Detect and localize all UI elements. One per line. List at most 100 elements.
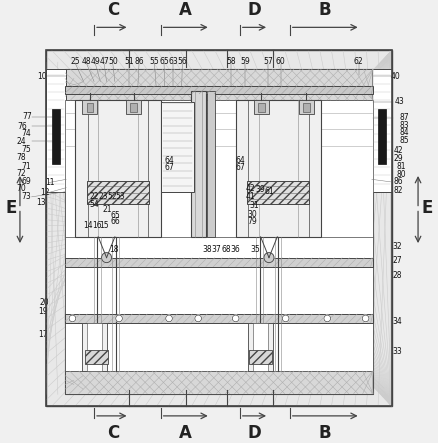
Circle shape: [324, 315, 331, 322]
Text: 81: 81: [397, 162, 406, 171]
Bar: [130, 103, 137, 112]
Bar: [258, 103, 265, 112]
Bar: [87, 103, 93, 112]
Bar: [65, 258, 373, 267]
Bar: [253, 323, 268, 371]
Bar: [52, 109, 60, 163]
Text: 84: 84: [400, 128, 410, 137]
Text: 86: 86: [134, 58, 144, 66]
Text: 42: 42: [246, 184, 255, 193]
Bar: [65, 314, 373, 323]
Text: 35: 35: [250, 245, 260, 254]
Text: 66: 66: [111, 218, 120, 226]
Text: 64: 64: [236, 156, 246, 165]
Bar: [46, 50, 392, 406]
Text: A: A: [179, 1, 192, 19]
Bar: [126, 100, 141, 113]
Text: 85: 85: [400, 136, 410, 145]
Text: 17: 17: [38, 330, 48, 339]
Text: 12: 12: [40, 188, 49, 197]
Text: 40: 40: [391, 72, 400, 81]
Text: 36: 36: [231, 245, 240, 254]
Text: 50: 50: [108, 58, 118, 66]
Text: D: D: [247, 1, 261, 19]
Text: 76: 76: [18, 121, 27, 131]
Text: 32: 32: [392, 242, 402, 251]
Text: 31: 31: [249, 201, 259, 210]
Text: 75: 75: [22, 145, 32, 154]
Circle shape: [69, 315, 76, 322]
Text: 29: 29: [393, 154, 403, 163]
Bar: [191, 91, 206, 237]
Text: 55: 55: [150, 58, 159, 66]
Text: 47: 47: [99, 58, 109, 66]
Text: 39: 39: [256, 185, 265, 194]
Text: 49: 49: [90, 58, 100, 66]
Circle shape: [116, 315, 122, 322]
Text: 67: 67: [165, 163, 175, 172]
Circle shape: [102, 253, 112, 263]
Bar: [87, 182, 148, 204]
Text: 33: 33: [392, 347, 402, 356]
Bar: [303, 103, 310, 112]
Text: 71: 71: [22, 162, 32, 171]
Circle shape: [264, 253, 274, 263]
Text: 38: 38: [202, 245, 212, 254]
Text: 19: 19: [38, 307, 48, 316]
Text: 65: 65: [159, 58, 169, 66]
Text: A: A: [179, 424, 192, 442]
Text: 43: 43: [395, 97, 405, 106]
Bar: [65, 371, 373, 394]
Text: B: B: [319, 424, 332, 442]
Text: 82: 82: [393, 186, 403, 194]
Text: 24: 24: [17, 136, 26, 146]
Text: 20: 20: [39, 298, 49, 307]
Text: 27: 27: [392, 256, 402, 265]
Text: 59: 59: [240, 58, 250, 66]
Bar: [65, 100, 373, 237]
Text: 53: 53: [115, 192, 125, 201]
Text: 68: 68: [222, 245, 231, 254]
Bar: [249, 350, 272, 364]
Text: 21: 21: [102, 205, 112, 214]
Text: 70: 70: [17, 184, 26, 193]
Text: 72: 72: [17, 169, 26, 178]
Bar: [87, 323, 102, 371]
Text: C: C: [107, 424, 119, 442]
Bar: [46, 50, 392, 406]
Text: 61: 61: [264, 187, 274, 195]
Text: 65: 65: [111, 211, 120, 220]
Text: E: E: [5, 199, 17, 218]
Text: 58: 58: [227, 58, 237, 66]
Text: 28: 28: [392, 271, 402, 280]
Bar: [161, 102, 194, 192]
Text: 34: 34: [392, 317, 402, 326]
Text: 18: 18: [110, 245, 119, 254]
Text: 78: 78: [17, 153, 26, 162]
Text: 16: 16: [92, 221, 102, 229]
Bar: [247, 182, 309, 204]
Text: 73: 73: [22, 192, 32, 201]
Text: 15: 15: [99, 221, 109, 229]
Text: 77: 77: [23, 113, 32, 121]
Circle shape: [166, 315, 173, 322]
Text: 13: 13: [36, 198, 46, 207]
Bar: [85, 350, 108, 364]
Text: 57: 57: [263, 58, 273, 66]
Circle shape: [283, 315, 289, 322]
Bar: [46, 69, 66, 192]
Bar: [372, 69, 392, 192]
Bar: [81, 323, 106, 371]
Text: 37: 37: [212, 245, 221, 254]
Text: 64: 64: [165, 156, 175, 165]
Text: 23: 23: [99, 192, 108, 201]
Circle shape: [232, 315, 239, 322]
Circle shape: [195, 315, 201, 322]
Text: C: C: [107, 1, 119, 19]
Bar: [254, 100, 269, 113]
Text: 86: 86: [393, 177, 403, 187]
Text: 25: 25: [71, 58, 80, 66]
Text: 79: 79: [247, 218, 257, 226]
Text: 87: 87: [400, 113, 410, 122]
Text: 52: 52: [108, 192, 117, 201]
